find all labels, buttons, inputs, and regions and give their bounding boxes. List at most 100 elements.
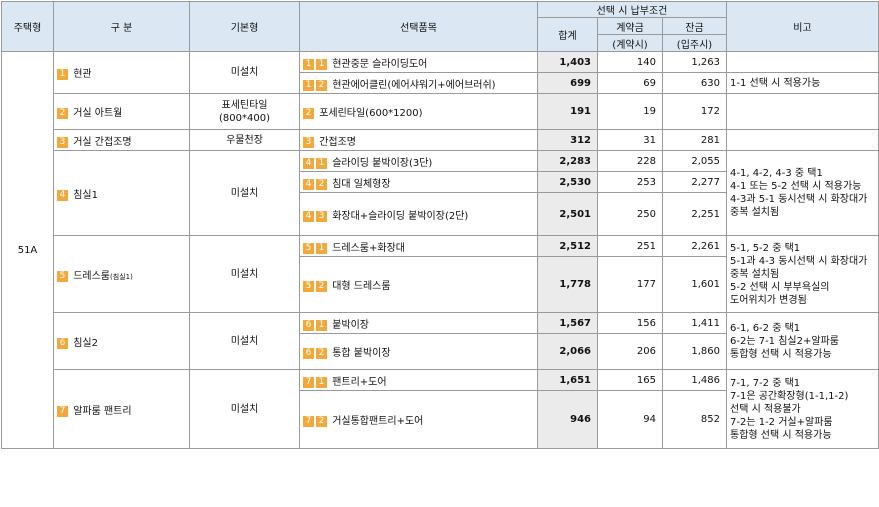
header-total: 합계 — [537, 17, 598, 52]
note-line: 4-1 또는 5-2 선택 시 적용가능 — [730, 181, 862, 192]
option-item-name: 간접조명 — [319, 136, 356, 148]
category-number-badge: 3 — [57, 136, 68, 148]
note-cell: 6-1, 6-2 중 택1 6-2는 7-1 침실2+알파룸 통합형 선택 시 적용… — [726, 312, 879, 370]
note-line: 통합형 선택 시 적용가능 — [730, 429, 832, 441]
balance-cell: 2,261 — [662, 235, 727, 257]
option-item-name: 슬라이딩 붙박이장(3단) — [332, 157, 433, 169]
total-cell: 2,283 — [537, 150, 598, 172]
header-basic: 기본형 — [189, 1, 300, 52]
balance-cell: 2,055 — [662, 150, 727, 172]
total-cell: 2,501 — [537, 192, 598, 236]
header-deposit-sub: (계약시) — [597, 34, 663, 52]
header-deposit: 계약금 — [597, 17, 663, 35]
category-name: 알파룸 팬트리 — [73, 405, 132, 417]
deposit-cell: 228 — [597, 150, 663, 172]
option-item-cell: 3 간접조명 — [299, 129, 538, 151]
option-sub-badge: 1 — [316, 242, 327, 254]
deposit-cell: 156 — [597, 312, 663, 334]
table-row: 5 드레스룸(침실1) 미설치 5 1 드레스룸+화장대 2,512 251 2,261 5-… — [2, 235, 879, 313]
deposit-cell: 206 — [597, 333, 663, 370]
deposit-cell: 250 — [597, 192, 663, 236]
note-line: 7-1은 공간확장형(1-1,1-2) — [730, 390, 849, 402]
housing-type: 51A — [1, 51, 54, 449]
option-code-badge: 2 — [303, 108, 314, 119]
balance-cell: 1,411 — [662, 312, 727, 334]
note-cell — [726, 129, 879, 151]
option-code-badge: 4 — [303, 210, 314, 222]
note-line: 5-1과 4-3 동시선택 시 화장대가 — [730, 255, 868, 267]
category-cell: 5 드레스룸(침실1) — [53, 235, 190, 313]
deposit-cell: 19 — [597, 93, 663, 130]
total-cell: 699 — [537, 72, 598, 94]
category-number-badge: 5 — [57, 270, 68, 282]
note-line: 중복 설치됨 — [730, 207, 780, 218]
category-cell: 4 침실1 — [53, 150, 190, 236]
option-code-badge: 6 — [303, 348, 314, 359]
option-item-name: 화장대+슬라이딩 붙박이장(2단) — [332, 210, 469, 222]
table-row: 3 거실 간접조명 우물천장 3 간접조명 312 31 281 — [2, 129, 879, 151]
balance-cell: 1,860 — [662, 333, 727, 370]
note-line: 도어위치가 변경됨 — [730, 294, 807, 306]
option-item-name: 통합 붙박이장 — [332, 348, 391, 359]
note-line: 1-1 선택 시 적용가능 — [730, 77, 821, 89]
category-number-badge: 2 — [57, 108, 68, 119]
table-row: 7 알파룸 팬트리 미설치 7 1 팬트리+도어 1,651 165 1,486 7-1, 7… — [2, 369, 879, 449]
note-cell: 5-1, 5-2 중 택1 5-1과 4-3 동시선택 시 화장대가 중복 설치됨 5… — [726, 235, 879, 313]
table-row: 4 침실1 미설치 4 1 슬라이딩 붙박이장(3단) 2,283 228 2,055 4-1… — [2, 150, 879, 236]
note-line: 중복 설치됨 — [730, 268, 780, 280]
header-balance-sub: (입주시) — [662, 34, 727, 52]
option-item-name: 팬트리+도어 — [332, 376, 387, 388]
option-price-table: 주택형 구 분 기본형 선택품목 선택 시 납부조건 비고 합계 계약금 잔금 … — [1, 1, 879, 449]
option-sub-badge: 1 — [316, 376, 327, 388]
header-category: 구 분 — [53, 1, 190, 52]
option-sub-badge: 2 — [316, 281, 327, 292]
note-line: 7-1, 7-2 중 택1 — [730, 377, 801, 389]
note-line: 7-2는 1-2 거실+알파룸 — [730, 416, 833, 428]
option-item-cell: 2 포세린타일(600*1200) — [299, 93, 538, 130]
total-cell: 1,403 — [537, 51, 598, 73]
option-code-badge: 6 — [303, 319, 314, 331]
category-number-badge: 1 — [57, 69, 68, 80]
deposit-cell: 69 — [597, 72, 663, 94]
option-code-badge: 3 — [303, 136, 314, 148]
basic-cell: 우물천장 — [189, 129, 300, 151]
option-sub-badge: 1 — [316, 319, 327, 331]
note-line: 통합형 선택 시 적용가능 — [730, 348, 832, 360]
option-item-name: 대형 드레스룸 — [332, 281, 391, 292]
option-code-badge: 4 — [303, 157, 314, 169]
balance-cell: 281 — [662, 129, 727, 151]
table-row: 2 거실 아트월 표세틴타일 (800*400) 2 포세린타일(600*1200)… — [2, 93, 879, 130]
balance-cell: 852 — [662, 390, 727, 449]
category-name: 침실1 — [73, 189, 98, 201]
balance-cell: 630 — [662, 72, 727, 94]
option-sub-badge: 2 — [316, 416, 327, 427]
header-item: 선택품목 — [299, 1, 538, 52]
category-number-badge: 6 — [57, 337, 68, 349]
basic-cell: 미설치 — [189, 51, 300, 94]
basic-cell: 미설치 — [189, 369, 300, 449]
option-code-badge: 7 — [303, 376, 314, 388]
header-balance: 잔금 — [662, 17, 727, 35]
option-code-badge: 1 — [303, 58, 314, 70]
total-cell: 191 — [537, 93, 598, 130]
total-cell: 1,567 — [537, 312, 598, 334]
note-line: 6-1, 6-2 중 택1 — [730, 322, 801, 334]
category-cell: 1 현관 — [53, 51, 190, 94]
header-type: 주택형 — [1, 1, 54, 52]
deposit-cell: 251 — [597, 235, 663, 257]
option-sub-badge: 3 — [316, 210, 327, 222]
total-cell: 946 — [537, 390, 598, 449]
